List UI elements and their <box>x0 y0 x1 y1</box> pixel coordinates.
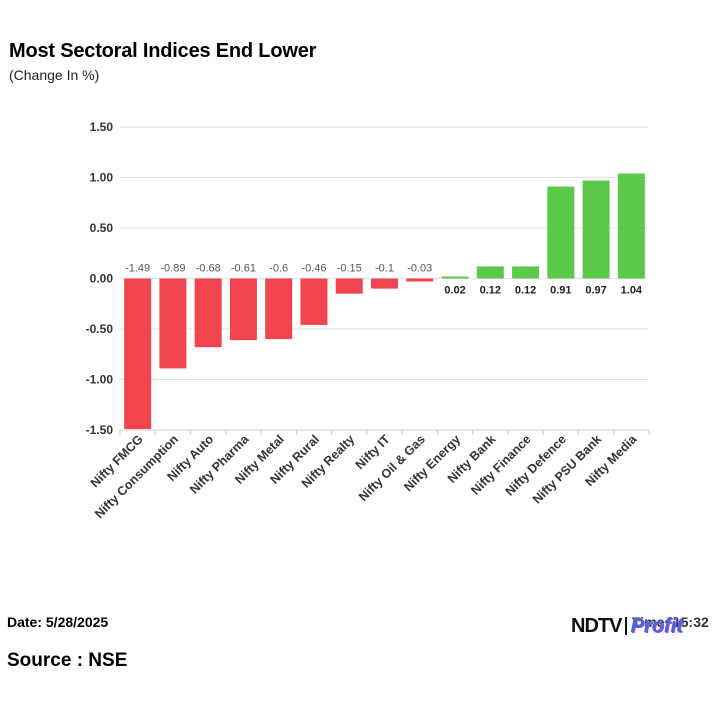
bar-14 <box>582 180 610 279</box>
data-label: -0.46 <box>301 263 326 275</box>
ndtv-profit-logo: NDTV Profit <box>571 614 683 638</box>
data-label: 0.02 <box>444 285 465 297</box>
data-label: -0.68 <box>196 263 221 275</box>
bar-2 <box>159 278 187 369</box>
bar-3 <box>194 278 222 348</box>
brand-separator <box>625 617 628 635</box>
bar-chart: 1.501.000.500.00-0.50-1.00-1.50-1.49Nift… <box>86 120 650 521</box>
date-label: Date: 5/28/2025 <box>7 614 109 630</box>
data-label: -1.49 <box>125 263 150 275</box>
bar-7 <box>335 278 363 294</box>
bar-15 <box>617 173 645 279</box>
y-tick-label: 0.50 <box>90 221 114 235</box>
bar-8 <box>371 278 398 289</box>
bar-6 <box>300 278 328 325</box>
data-label: -0.61 <box>231 263 256 275</box>
y-tick-label: 0.00 <box>90 272 114 286</box>
time-label: Time: 15:32 <box>632 614 709 630</box>
y-tick-label: -1.00 <box>86 373 114 387</box>
data-label: -0.89 <box>160 263 185 275</box>
y-tick-label: 1.50 <box>90 120 114 134</box>
bar-10 <box>441 276 469 279</box>
brand-profit-text: Profit <box>630 614 683 637</box>
bar-11 <box>476 266 504 279</box>
data-label: -0.03 <box>407 263 432 275</box>
bar-12 <box>512 266 540 279</box>
source-label: Source : NSE <box>7 650 128 671</box>
brand-ndtv-text: NDTV <box>571 614 622 637</box>
bar-5 <box>265 278 293 340</box>
data-label: -0.15 <box>337 263 362 275</box>
data-label: 0.91 <box>550 285 571 297</box>
data-label: 0.12 <box>480 285 501 297</box>
bar-4 <box>229 278 257 341</box>
data-label: 0.97 <box>585 285 606 297</box>
chart-title: Most Sectoral Indices End Lower <box>9 40 317 62</box>
y-tick-label: -1.50 <box>86 423 114 437</box>
data-label: -0.6 <box>269 263 288 275</box>
data-label: -0.1 <box>375 263 394 275</box>
data-label: 0.12 <box>515 285 536 297</box>
bar-1 <box>124 278 152 429</box>
y-tick-label: 1.00 <box>90 171 114 185</box>
bar-13 <box>547 186 575 279</box>
chart-subtitle: (Change In %) <box>9 67 100 83</box>
y-tick-label: -0.50 <box>86 322 114 336</box>
bar-9 <box>406 278 434 282</box>
data-label: 1.04 <box>621 285 643 297</box>
